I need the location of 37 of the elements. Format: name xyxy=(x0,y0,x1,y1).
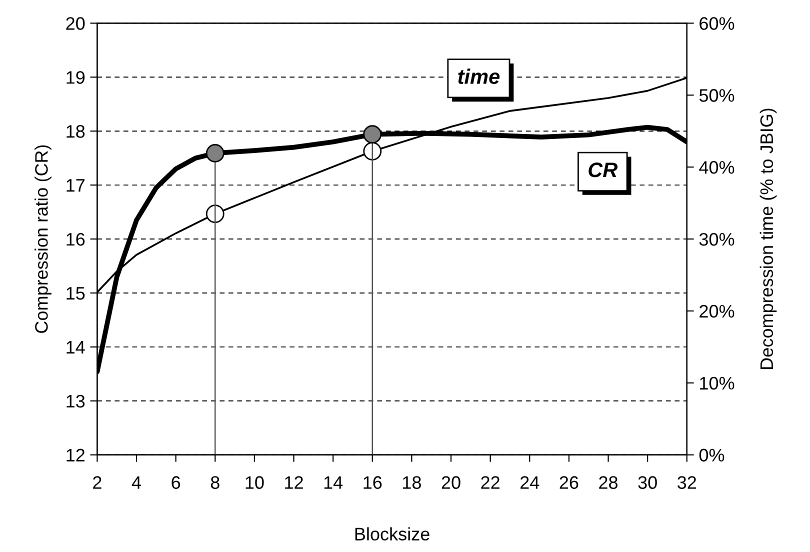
x-tick-label: 28 xyxy=(599,476,618,489)
annotation: CR xyxy=(588,162,618,178)
x-tick-label: 16 xyxy=(364,476,382,489)
y-tick-label: 17 xyxy=(66,179,84,192)
y2-tick-label: 40% xyxy=(699,161,734,174)
y-tick-label: 13 xyxy=(66,394,85,408)
y-tick-label: 19 xyxy=(66,71,85,84)
y2-tick-label: 10% xyxy=(700,376,734,390)
x-tick-label: 30 xyxy=(638,476,657,489)
x-tick-label: 12 xyxy=(285,476,303,489)
x-tick-label: 32 xyxy=(678,476,696,489)
y2-tick-label: 50% xyxy=(699,89,734,102)
y-tick-label: 16 xyxy=(66,232,85,246)
x-axis-title: Blocksize xyxy=(355,527,430,540)
y-axis-title: Compression ratio (CR) xyxy=(34,145,52,333)
y2-tick-label: 0% xyxy=(699,448,724,462)
x-tick-label: 8 xyxy=(210,476,220,489)
x-tick-label: 4 xyxy=(132,476,142,489)
annotation: time xyxy=(458,68,500,84)
y2-axis-title: Decompression time (% to JBIG) xyxy=(760,108,777,369)
x-tick-label: 18 xyxy=(403,476,421,489)
y2-tick-label: 60% xyxy=(700,17,734,30)
x-tick-label: 20 xyxy=(442,476,460,489)
x-tick-label: 2 xyxy=(93,476,102,489)
x-tick-label: 22 xyxy=(481,476,500,489)
x-tick-label: 24 xyxy=(520,476,540,489)
y-tick-label: 15 xyxy=(66,287,85,300)
y2-tick-label: 30% xyxy=(699,232,734,246)
y-tick-label: 12 xyxy=(66,448,84,462)
x-tick-label: 6 xyxy=(172,476,180,489)
y-tick-label: 14 xyxy=(66,341,85,354)
x-tick-label: 10 xyxy=(246,476,264,489)
y2-tick-label: 20% xyxy=(700,304,734,318)
x-tick-label: 26 xyxy=(560,476,578,489)
y-tick-label: 18 xyxy=(66,125,85,138)
y-tick-label: 20 xyxy=(66,17,85,30)
x-tick-label: 14 xyxy=(324,476,343,489)
